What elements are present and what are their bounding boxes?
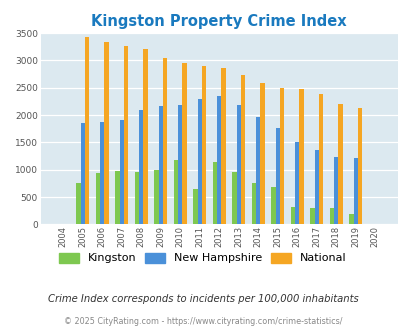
Bar (348, 214, 353, 224)
Bar (275, 128, 279, 224)
Bar (256, 117, 260, 224)
Bar (337, 104, 342, 224)
Bar (251, 183, 256, 224)
Bar (134, 172, 139, 224)
Legend: Kingston, New Hampshire, National: Kingston, New Hampshire, National (55, 249, 350, 267)
Bar (100, 122, 104, 224)
Bar (197, 99, 201, 224)
Bar (309, 208, 314, 224)
Bar (96, 173, 100, 224)
Bar (329, 208, 333, 224)
Bar (290, 207, 294, 224)
Bar (173, 160, 178, 224)
Bar (81, 123, 85, 224)
Bar (85, 37, 89, 224)
Bar (124, 46, 128, 224)
Bar (115, 171, 119, 224)
Bar (298, 89, 303, 224)
Bar (232, 172, 236, 224)
Bar (193, 189, 197, 224)
Bar (143, 49, 147, 224)
Bar (240, 75, 245, 224)
Title: Kingston Property Crime Index: Kingston Property Crime Index (91, 14, 346, 29)
Bar (236, 105, 240, 224)
Bar (221, 68, 225, 224)
Bar (212, 161, 217, 224)
Bar (279, 88, 283, 224)
Bar (353, 158, 357, 224)
Bar (154, 170, 158, 224)
Bar (314, 150, 318, 224)
Bar (162, 58, 167, 224)
Bar (158, 106, 162, 224)
Bar (333, 157, 337, 224)
Bar (201, 66, 206, 224)
Bar (178, 105, 182, 224)
Text: © 2025 CityRating.com - https://www.cityrating.com/crime-statistics/: © 2025 CityRating.com - https://www.city… (64, 317, 341, 326)
Bar (76, 183, 81, 224)
Bar (260, 83, 264, 224)
Bar (294, 142, 298, 224)
Bar (357, 109, 361, 224)
Bar (139, 110, 143, 224)
Bar (217, 96, 221, 224)
Text: Crime Index corresponds to incidents per 100,000 inhabitants: Crime Index corresponds to incidents per… (47, 294, 358, 304)
Bar (104, 42, 109, 224)
Bar (318, 94, 322, 224)
Bar (271, 187, 275, 224)
Bar (182, 63, 186, 224)
Bar (119, 120, 124, 224)
